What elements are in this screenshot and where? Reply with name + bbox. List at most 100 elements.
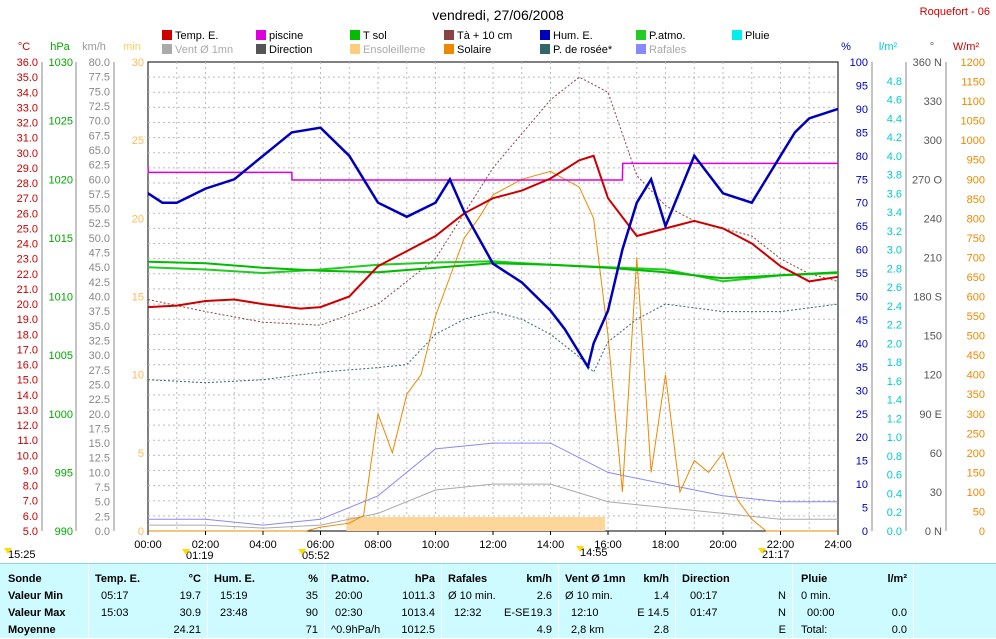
x-tick-label: 08:00 [364, 539, 392, 551]
direction-tick-label: 120 [924, 370, 942, 382]
temp-axis-tick-label: 17.0 [17, 344, 38, 356]
humidity-axis-tick-label: 40 [856, 338, 868, 350]
rain-axis-tick-label: 2.6 [887, 282, 902, 294]
rain-axis-tick-label: 2.4 [887, 301, 902, 313]
humidity-axis-tick-label: 65 [856, 221, 868, 233]
wind-axis-tick-label: 77.5 [89, 72, 110, 84]
wind-axis-tick-label: 5.0 [95, 497, 110, 509]
rain-axis-tick-label: 0.8 [887, 451, 902, 463]
wind-axis-tick-label: 65.0 [89, 145, 110, 157]
direction-tick-label: 90 E [919, 409, 942, 421]
rain-axis-tick-label: 4.4 [887, 113, 902, 125]
wind-axis-tick-label: 47.5 [89, 248, 110, 260]
x-tick-label: 22:00 [767, 539, 795, 551]
temp-axis-tick-label: 14.0 [17, 390, 38, 402]
wind-axis-tick-label: 37.5 [89, 306, 110, 318]
x-tick-label: 06:00 [307, 539, 335, 551]
sunshine-band [346, 517, 606, 531]
x-tick-label: 20:00 [709, 539, 737, 551]
pressure-axis-tick-label: 995 [55, 467, 73, 479]
pressure-axis-tick-label: 1010 [49, 292, 73, 304]
header-sonde: Sonde [8, 573, 42, 585]
legend-label: piscine [269, 30, 303, 42]
rain-axis-tick-label: 3.4 [887, 207, 902, 219]
humidity-axis-tick-label: 10 [856, 479, 868, 491]
chart-title: vendredi, 27/06/2008 [432, 7, 564, 23]
wind-axis-tick-label: 27.5 [89, 365, 110, 377]
x-tick-label: 14:00 [537, 539, 565, 551]
x-tick-label: 18:00 [652, 539, 680, 551]
solar-axis-tick-label: 850 [967, 194, 985, 206]
pressure-axis-tick-label: 1015 [49, 233, 73, 245]
wind-axis-tick-label: 12.5 [89, 453, 110, 465]
direction-min-value: N [778, 590, 786, 602]
pluie-max-value: 0.0 [891, 607, 907, 619]
temp-axis-tick-label: 24.0 [17, 239, 38, 251]
legend-label: Hum. E. [553, 30, 593, 42]
temp-axis-tick-label: 22.0 [17, 269, 38, 281]
temp-axis-tick-label: 12.0 [17, 420, 38, 432]
vent-max-value: E 14.5 [637, 607, 669, 619]
time-marker-label: 14:55 [580, 547, 608, 559]
temp-axis-tick-label: 21.0 [17, 284, 38, 296]
rain-axis-tick-label: 1.0 [887, 432, 902, 444]
temp-axis-tick-label: 35.0 [17, 72, 38, 84]
x-tick-label: 04:00 [249, 539, 277, 551]
legend-label: P. de rosée* [553, 44, 613, 56]
row-label-max: Valeur Max [8, 607, 66, 619]
rain-axis-tick-label: 1.8 [887, 357, 902, 369]
solar-axis-tick-label: 650 [967, 272, 985, 284]
temp-avg-value: 24.21 [173, 624, 201, 636]
legend-label: Rafales [649, 44, 687, 56]
humidity-axis-tick-label: 100 [850, 57, 868, 69]
rain-axis-tick-label: 3.8 [887, 170, 902, 182]
solar-axis-tick-label: 800 [967, 213, 985, 225]
solar-axis-tick-label: 100 [967, 487, 985, 499]
temp-axis-tick-label: 36.0 [17, 57, 38, 69]
rain-axis-tick-label: 4.2 [887, 132, 902, 144]
humidity-axis-tick-label: 50 [856, 292, 868, 304]
hum-min-value: 35 [305, 590, 318, 602]
series-line-solaire [148, 170, 838, 532]
temp-axis-tick-label: 5.0 [23, 526, 38, 538]
rain-axis-tick-label: 4.6 [887, 95, 902, 107]
series-line-vent-1mn [148, 483, 838, 529]
solar-axis-tick-label: 50 [973, 506, 985, 518]
wind-axis-tick-label: 17.5 [89, 423, 110, 435]
header-rafales: Rafales [448, 573, 488, 585]
rafales-avg-value: 4.9 [536, 624, 552, 636]
legend-swatch [162, 44, 172, 54]
temp-axis-tick-label: 26.0 [17, 208, 38, 220]
hum-max-time: 23:48 [220, 607, 248, 619]
pluie-total-value: 0.0 [891, 624, 907, 636]
header-pluie: Pluie [801, 573, 828, 585]
rain-axis-tick-label: 3.0 [887, 245, 902, 257]
rain-axis-tick-label: 2.8 [887, 263, 902, 275]
col-sonde: Sonde Valeur Min Valeur Max Moyenne [0, 564, 89, 638]
series-line-t-10-cm [147, 76, 839, 326]
x-tick-label: 24:00 [824, 539, 852, 551]
humidity-axis-tick-label: 80 [856, 151, 868, 163]
solar-axis-tick-label: 700 [967, 252, 985, 264]
wind-axis-tick-label: 60.0 [89, 174, 110, 186]
hum-max-value: 90 [305, 607, 318, 619]
wind-axis-tick-label: 32.5 [89, 335, 110, 347]
wind-axis-tick-label: 75.0 [89, 86, 110, 98]
direction-max-value: N [778, 607, 786, 619]
temp-axis-tick-label: 20.0 [17, 299, 38, 311]
humidity-axis-tick-label: 75 [856, 174, 868, 186]
wind-axis-tick-label: 52.5 [89, 218, 110, 230]
temp-axis-tick-label: 19.0 [17, 314, 38, 326]
x-tick-label: 16:00 [594, 539, 622, 551]
minutes-axis-tick-label: 10 [132, 370, 144, 382]
rain-axis-tick-label: 2.2 [887, 320, 902, 332]
vent-avg-value: 2.8 [653, 624, 669, 636]
summary-table: Sonde Valeur Min Valeur Max Moyenne Temp… [0, 563, 996, 638]
pluie-total-label: Total: [801, 624, 828, 636]
header-vent: Vent Ø 1mn [565, 573, 626, 585]
solar-axis-tick-label: 750 [967, 233, 985, 245]
temp-axis-tick-label: 15.0 [17, 375, 38, 387]
temp-max-time: 15:03 [101, 607, 129, 619]
direction-tick-label: 180 S [913, 292, 942, 304]
wind-axis-tick-label: 67.5 [89, 130, 110, 142]
